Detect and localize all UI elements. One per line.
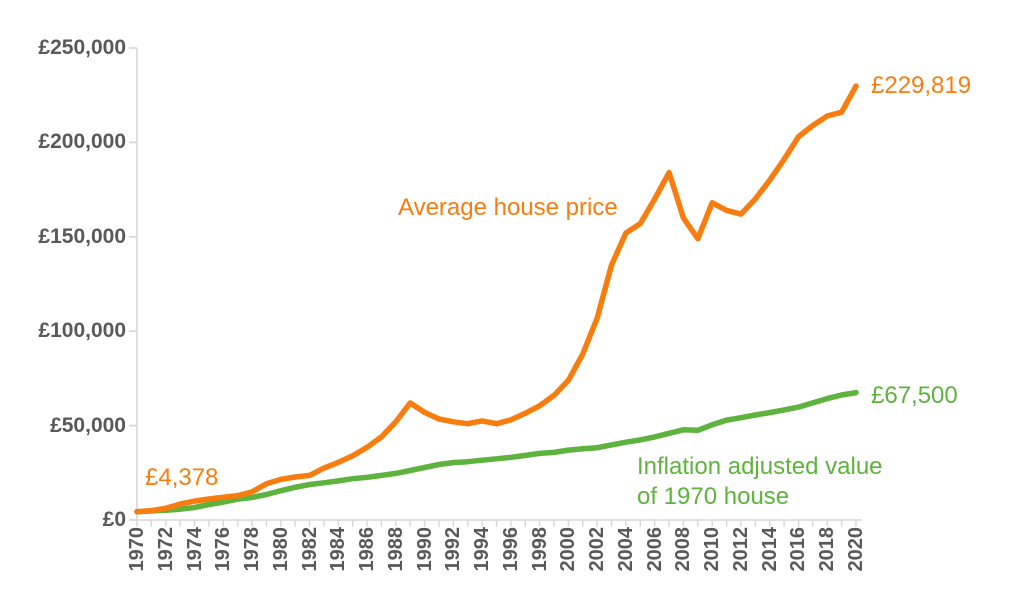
y-axis-tick-label: £200,000 [38,130,126,154]
x-axis-tick-label: 1982 [298,527,321,572]
series-line-inflation-adjusted-value-of-1970-house [134,389,859,515]
x-axis-tick-label: 1990 [413,527,436,572]
x-axis-tick-label: 1984 [327,527,350,572]
x-axis-tick-label: 2012 [729,527,752,572]
y-axis-tick-label: £0 [102,508,126,531]
annotation-orange-end-value: £229,819 [871,72,972,99]
y-axis-tick-label: £150,000 [38,224,126,248]
x-axis-tick-label: 2008 [672,527,695,572]
x-axis-tick-label: 1970 [126,527,148,572]
annotation-start-value: £4,378 [145,464,219,491]
x-axis-tick-label: 1976 [212,527,235,572]
x-axis-tick-label: 1986 [356,527,379,572]
x-axis-tick-label: 2018 [816,527,839,572]
x-axis-tick-label: 2010 [701,527,724,572]
x-axis-tick-label: 2000 [557,527,580,572]
y-axis-tick-label: £50,000 [50,413,126,437]
x-axis-tick-label: 1988 [384,527,407,572]
annotation-green-end-value: £67,500 [871,382,958,409]
x-axis-tick-label: 1998 [528,527,551,572]
x-axis-tick-label: 1980 [269,527,292,572]
x-axis-tick-label: 2016 [787,527,810,572]
x-axis-tick-label: 2002 [586,527,609,572]
y-axis-tick-label: £250,000 [38,36,126,59]
x-axis-tick-label: 2014 [758,527,781,572]
annotation-inflation-adjusted-label: Inflation adjusted value of 1970 house [637,453,883,511]
x-axis-tick-label: 1994 [471,527,494,572]
y-axis-tick-label: £100,000 [38,319,126,343]
x-axis-tick-label: 1974 [183,527,206,572]
series-line-average-house-price [134,83,859,515]
x-axis-tick-label: 2004 [614,527,637,572]
x-axis-tick-label: 1972 [154,527,177,572]
x-axis-tick-label: 2006 [643,527,666,572]
annotation-average-house-price-label: Average house price [398,194,618,221]
x-axis-tick-label: 1992 [442,527,465,572]
x-axis-tick-label: 2020 [845,527,867,572]
x-axis-tick-label: 1978 [241,527,264,572]
x-axis-tick-label: 1996 [499,527,522,572]
